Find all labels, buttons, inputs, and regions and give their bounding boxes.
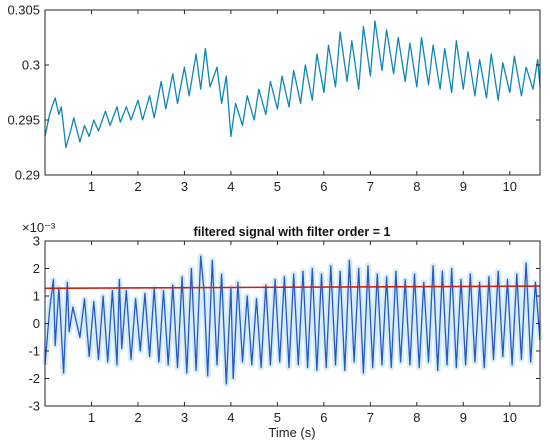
filtered-x-tick-label: 10 <box>503 410 517 425</box>
filtered-x-tick-label: 2 <box>134 410 141 425</box>
raw-x-tick-label: 5 <box>274 179 281 194</box>
filtered-x-tick-label: 8 <box>413 410 420 425</box>
raw-x-tick-label: 8 <box>413 179 420 194</box>
raw-x-tick-label: 6 <box>320 179 327 194</box>
raw-y-tick-label: 0.29 <box>15 168 40 183</box>
filtered-x-tick-label: 9 <box>460 410 467 425</box>
raw-signal-series <box>44 20 541 149</box>
filtered-y-tick-label: -2 <box>28 371 40 386</box>
raw-plot-frame <box>44 9 541 176</box>
raw-y-axis: 0.29 0.295 0.3 0.305 <box>7 3 540 183</box>
filtered-x-tick-label: 1 <box>88 410 95 425</box>
raw-x-axis: 1 2 3 4 5 6 7 8 9 10 <box>88 10 517 194</box>
filtered-y-axis: -3 -2 -1 0 1 2 3 <box>28 234 540 414</box>
filtered-x-tick-label: 3 <box>181 410 188 425</box>
filtered-x-tick-label: 4 <box>227 410 234 425</box>
raw-x-tick-label: 10 <box>503 179 517 194</box>
filtered-y-tick-label: 0 <box>33 316 40 331</box>
filtered-x-tick-label: 7 <box>367 410 374 425</box>
filtered-y-tick-label: 2 <box>33 261 40 276</box>
raw-x-tick-label: 2 <box>134 179 141 194</box>
raw-y-tick-label: 0.295 <box>7 113 40 128</box>
filtered-plot-title: filtered signal with filter order = 1 <box>194 225 391 239</box>
filtered-x-tick-label: 6 <box>320 410 327 425</box>
x-axis-title: Time (s) <box>268 425 315 440</box>
raw-x-tick-label: 1 <box>88 179 95 194</box>
threshold-line-mark <box>44 285 541 290</box>
filtered-y-tick-label: 3 <box>33 234 40 249</box>
filtered-signal-series <box>42 253 543 387</box>
y-exponent-label: ×10⁻³ <box>22 220 56 235</box>
threshold-line <box>44 285 541 290</box>
filtered-y-tick-label: 1 <box>33 289 40 304</box>
raw-x-tick-label: 4 <box>227 179 234 194</box>
raw-x-tick-label: 3 <box>181 179 188 194</box>
raw-x-tick-label: 9 <box>460 179 467 194</box>
raw-x-tick-label: 7 <box>367 179 374 194</box>
filtered-x-axis: 1 2 3 4 5 6 7 8 9 10 <box>88 241 517 425</box>
filtered-y-tick-label: -3 <box>28 399 40 414</box>
filtered-x-tick-label: 5 <box>274 410 281 425</box>
raw-series-line <box>44 20 541 149</box>
raw-signal-plot: 1 2 3 4 5 6 7 8 9 10 0.29 0.295 0.3 0.305 <box>7 3 541 194</box>
raw-y-tick-label: 0.3 <box>22 58 40 73</box>
raw-y-tick-label: 0.305 <box>7 3 40 18</box>
filtered-signal-plot: filtered signal with filter order = 1 ×1… <box>22 220 543 440</box>
raw-plot-area <box>45 10 540 175</box>
filtered-y-tick-label: -1 <box>28 344 40 359</box>
